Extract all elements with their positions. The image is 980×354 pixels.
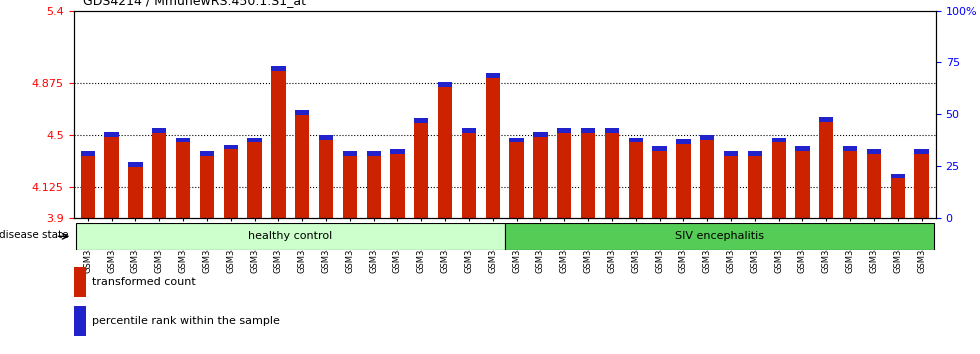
Bar bbox=[390, 149, 405, 218]
Bar bbox=[318, 135, 333, 218]
Bar bbox=[176, 138, 190, 142]
Bar bbox=[510, 138, 523, 142]
Bar bbox=[271, 66, 285, 218]
Bar bbox=[510, 138, 523, 218]
Bar bbox=[653, 146, 666, 218]
Bar bbox=[505, 223, 934, 250]
Bar bbox=[676, 139, 691, 144]
Bar bbox=[223, 144, 238, 218]
Bar bbox=[80, 152, 95, 156]
Bar bbox=[557, 128, 571, 133]
Bar bbox=[367, 152, 381, 218]
Bar bbox=[819, 117, 833, 122]
Bar bbox=[343, 152, 357, 156]
Bar bbox=[105, 132, 119, 218]
Bar bbox=[796, 146, 809, 151]
Bar bbox=[724, 152, 738, 218]
Bar bbox=[653, 146, 666, 151]
Bar bbox=[80, 152, 95, 218]
Bar bbox=[438, 82, 453, 218]
Bar bbox=[318, 135, 333, 140]
Bar bbox=[486, 73, 500, 218]
Bar bbox=[415, 118, 428, 123]
Bar bbox=[74, 267, 85, 297]
Bar bbox=[628, 138, 643, 142]
Bar bbox=[676, 139, 691, 218]
Bar bbox=[581, 128, 595, 218]
Bar bbox=[581, 128, 595, 133]
Bar bbox=[128, 162, 142, 167]
Bar bbox=[748, 152, 762, 218]
Bar bbox=[628, 138, 643, 218]
Bar bbox=[533, 132, 548, 218]
Bar bbox=[200, 152, 214, 156]
Bar bbox=[152, 128, 167, 133]
Bar bbox=[462, 128, 476, 133]
Bar bbox=[462, 128, 476, 218]
Bar bbox=[819, 117, 833, 218]
Bar bbox=[557, 128, 571, 218]
Bar bbox=[438, 82, 453, 87]
Text: percentile rank within the sample: percentile rank within the sample bbox=[92, 316, 280, 326]
Bar bbox=[891, 173, 905, 218]
Bar bbox=[891, 173, 905, 178]
Bar bbox=[343, 152, 357, 218]
Bar bbox=[295, 110, 310, 218]
Text: GDS4214 / MmunewRS.450.1.S1_at: GDS4214 / MmunewRS.450.1.S1_at bbox=[83, 0, 307, 7]
Bar bbox=[843, 146, 858, 151]
Bar bbox=[771, 138, 786, 142]
Text: disease state: disease state bbox=[0, 230, 69, 240]
Bar bbox=[74, 306, 85, 336]
Bar bbox=[700, 135, 714, 140]
Text: healthy control: healthy control bbox=[248, 231, 332, 241]
Bar bbox=[533, 132, 548, 137]
Bar bbox=[867, 149, 881, 154]
Bar bbox=[748, 152, 762, 156]
Bar bbox=[700, 135, 714, 218]
Bar bbox=[152, 128, 167, 218]
Bar bbox=[605, 128, 619, 218]
Bar bbox=[128, 162, 142, 218]
Text: SIV encephalitis: SIV encephalitis bbox=[674, 231, 763, 241]
Bar bbox=[415, 118, 428, 218]
Text: transformed count: transformed count bbox=[92, 277, 196, 287]
Bar bbox=[223, 144, 238, 149]
Bar bbox=[176, 138, 190, 218]
Bar bbox=[271, 66, 285, 71]
Bar bbox=[295, 110, 310, 115]
Bar bbox=[914, 149, 929, 218]
Bar bbox=[247, 138, 262, 142]
Bar bbox=[486, 73, 500, 78]
Bar bbox=[390, 149, 405, 154]
Bar bbox=[200, 152, 214, 218]
Bar bbox=[771, 138, 786, 218]
Bar bbox=[843, 146, 858, 218]
Bar bbox=[796, 146, 809, 218]
Bar bbox=[867, 149, 881, 218]
Bar bbox=[724, 152, 738, 156]
Bar bbox=[75, 223, 505, 250]
Bar bbox=[247, 138, 262, 218]
Bar bbox=[914, 149, 929, 154]
Bar bbox=[105, 132, 119, 137]
Bar bbox=[605, 128, 619, 133]
Bar bbox=[367, 152, 381, 156]
